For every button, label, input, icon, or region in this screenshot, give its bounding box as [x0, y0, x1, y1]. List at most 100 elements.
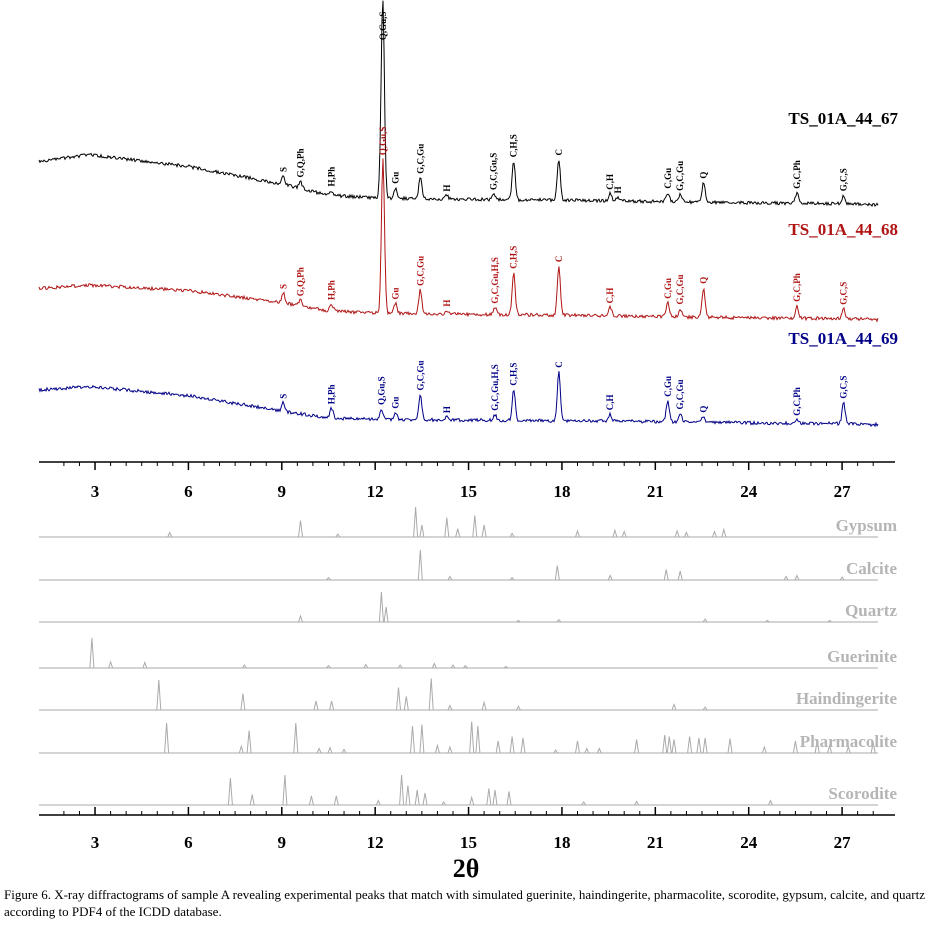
reference-peak [455, 528, 461, 538]
peak-label: G,C,Gu [415, 144, 425, 174]
bottom-tick-label: 3 [91, 833, 100, 852]
reference-name: Gypsum [836, 516, 897, 535]
peak-label: G,C,Ph [792, 160, 802, 189]
reference-peak [469, 795, 475, 806]
reference-quartz: Quartz [39, 591, 897, 623]
top-tick-label: 21 [647, 482, 664, 501]
reference-peak [671, 739, 677, 754]
peak-label: Q,Gu,S [378, 127, 388, 156]
reference-peak [413, 506, 419, 538]
peak-label: G,C,S [839, 376, 849, 399]
reference-peak [575, 529, 580, 538]
reference-peak [375, 799, 381, 806]
reference-name: Calcite [846, 559, 897, 578]
reference-peak [475, 725, 481, 754]
reference-peak [509, 576, 515, 581]
peak-label: H [442, 300, 452, 307]
reference-peak [702, 706, 708, 711]
reference-peak [108, 660, 114, 669]
reference-peak [329, 700, 335, 711]
reference-peak [249, 794, 255, 806]
peak-label: G,C,Gu [675, 274, 685, 304]
reference-peak [447, 575, 453, 581]
peak-label: C [554, 361, 564, 368]
reference-peak [761, 745, 767, 754]
peak-label: Gu [390, 397, 400, 409]
peak-label: Q [699, 172, 709, 179]
reference-name: Haindingerite [796, 689, 898, 708]
reference-name: Scorodite [828, 784, 897, 803]
reference-peak [240, 693, 246, 711]
bottom-tick-label: 24 [740, 833, 758, 852]
reference-peak [298, 614, 303, 623]
reference-name: Guerinite [827, 647, 897, 666]
reference-peak [845, 745, 851, 754]
reference-peak [316, 747, 322, 754]
peak-label: G,Q,Ph [296, 267, 306, 296]
reference-name: Quartz [845, 601, 897, 620]
reference-peak [298, 520, 303, 538]
reference-peak [246, 730, 252, 754]
peak-label: G,C,Gu [675, 379, 685, 409]
reference-peak [326, 664, 331, 669]
figure-caption: Figure 6. X-ray diffractograms of sample… [4, 887, 926, 919]
reference-peak [481, 700, 487, 711]
pattern-line-TS_01A_44_69 [38, 371, 879, 428]
peak-label: H [442, 406, 452, 413]
reference-peak [870, 742, 876, 754]
reference-peak [662, 734, 668, 754]
bottom-tick-label: 21 [647, 833, 664, 852]
top-tick-label: 24 [740, 482, 758, 501]
reference-peak [419, 724, 425, 754]
top-tick-label: 9 [278, 482, 287, 501]
reference-peak [702, 618, 708, 623]
pattern-line-TS_01A_44_68 [38, 158, 879, 323]
reference-peak [553, 749, 559, 754]
bottom-tick-label: 12 [367, 833, 384, 852]
peak-label: Q [699, 406, 709, 413]
xrd-figure: S G,Q,Ph H,Ph Q,Gu,S Gu G,C,Gu H G,C,Gu,S C,H,S C… [38, 0, 898, 883]
reference-peak [634, 739, 640, 754]
reference-peak [584, 747, 590, 754]
bottom-tick-label: 15 [460, 833, 477, 852]
reference-peak [814, 739, 820, 754]
series-name-TS_01A_44_67: TS_01A_44_67 [788, 109, 898, 128]
peak-label: C,Gu [663, 168, 673, 189]
reference-peak [486, 788, 492, 806]
peak-label: C,Gu [663, 278, 673, 299]
reference-peak [506, 791, 512, 806]
reference-peak [326, 576, 331, 581]
peak-label: G,C,Gu [415, 360, 425, 390]
peak-label: Q,Gu,S [376, 376, 386, 405]
top-tick-label: 12 [367, 482, 384, 501]
reference-peak [142, 661, 148, 669]
reference-peak [556, 618, 562, 623]
reference-peak [827, 743, 833, 754]
reference-peak [447, 745, 453, 754]
peak-label: C [554, 256, 564, 263]
peak-label: G,C,Ph [792, 273, 802, 302]
reference-peak [520, 737, 526, 754]
reference-peak [164, 722, 170, 754]
bottom-tick-label: 18 [553, 833, 570, 852]
peak-label: C,H,S [509, 363, 519, 386]
reference-peak [495, 740, 501, 754]
reference-peak [378, 591, 384, 623]
reference-haindingerite: Haindingerite [39, 678, 898, 711]
reference-peak [596, 747, 602, 754]
peak-label: C,H [605, 288, 615, 304]
reference-peak [444, 517, 450, 538]
reference-peak [792, 740, 798, 754]
reference-peak [839, 576, 845, 581]
peak-label: S [278, 394, 288, 399]
reference-peak [581, 801, 587, 806]
peak-label: G,C,Gu,H,S [490, 364, 500, 411]
peak-label: G,C,Gu [415, 256, 425, 286]
reference-peak [403, 696, 409, 711]
bottom-tick-label: 6 [184, 833, 193, 852]
reference-peak [683, 531, 689, 538]
top-x-axis: 3 6 9 12 15 18 21 24 27 [39, 461, 895, 501]
reference-peak [327, 746, 333, 754]
reference-peak [447, 704, 453, 711]
reference-peak [241, 664, 247, 669]
